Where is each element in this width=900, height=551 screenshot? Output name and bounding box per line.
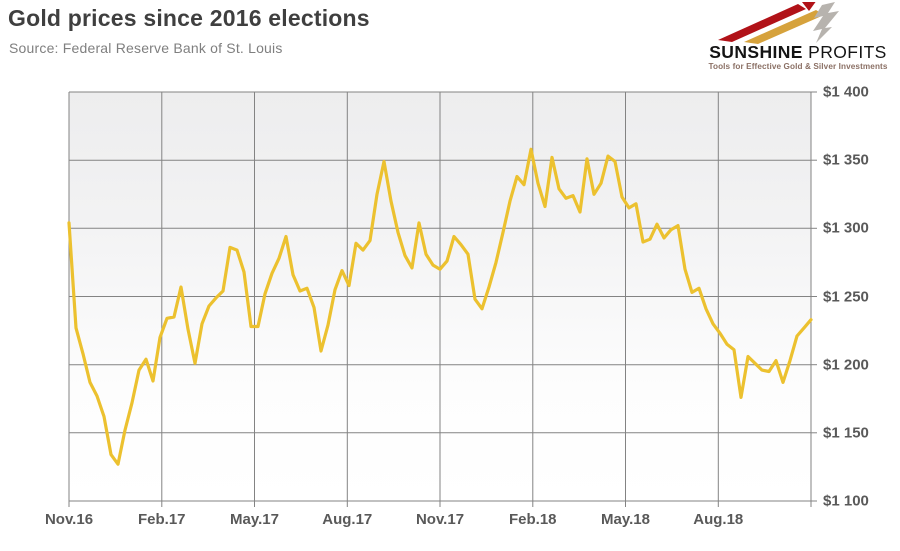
y-tick-label: $1 100 xyxy=(823,492,869,510)
logo-word-profits: PROFITS xyxy=(802,42,887,62)
x-tick-label: Feb.18 xyxy=(508,511,557,528)
y-tick-label: $1 250 xyxy=(823,288,869,305)
x-tick-label: Nov.16 xyxy=(44,511,94,528)
x-tick-label: May.18 xyxy=(601,511,650,528)
logo-arrows-icon xyxy=(718,2,839,44)
logo-wordmark: SUNSHINE PROFITS xyxy=(699,42,897,62)
y-tick-label: $1 200 xyxy=(823,356,869,374)
page-title: Gold prices since 2016 elections xyxy=(8,5,370,31)
logo-tagline: Tools for Effective Gold & Silver Invest… xyxy=(708,62,888,71)
y-tick-label: $1 150 xyxy=(823,424,869,442)
x-tick-label: Aug.17 xyxy=(322,511,373,528)
logo-word-sunshine: SUNSHINE xyxy=(709,42,803,62)
x-tick-label: May.17 xyxy=(230,511,279,528)
sunshine-profits-logo: SUNSHINE PROFITS Tools for Effective Gol… xyxy=(699,0,897,71)
y-tick-label: $1 400 xyxy=(823,83,869,101)
source-caption: Source: Federal Reserve Bank of St. Loui… xyxy=(9,40,283,56)
x-tick-label: Nov.17 xyxy=(415,511,465,528)
x-tick-label: Aug.18 xyxy=(693,511,744,528)
y-tick-label: $1 350 xyxy=(823,151,869,169)
x-tick-label: Feb.17 xyxy=(137,511,186,528)
y-tick-label: $1 300 xyxy=(823,219,869,237)
